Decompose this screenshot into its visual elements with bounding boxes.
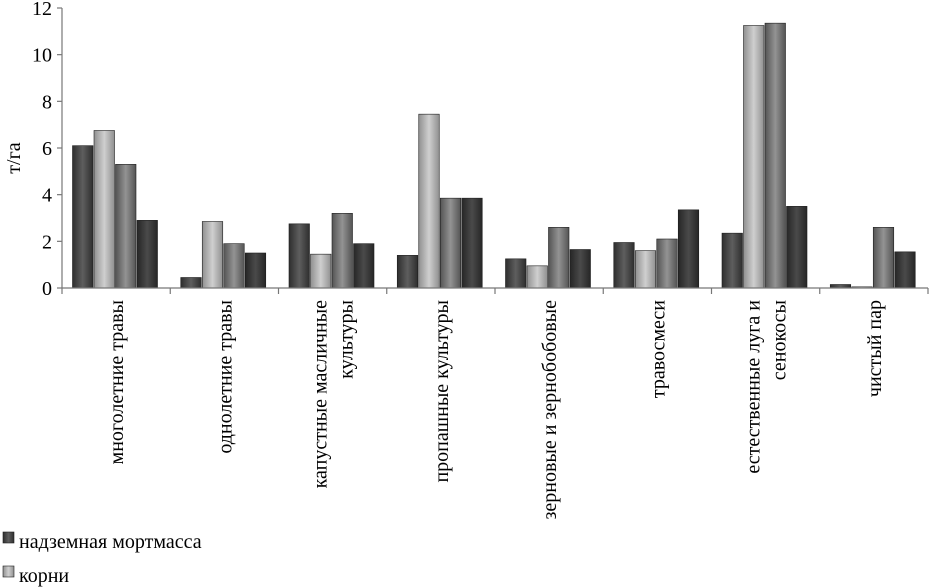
bar <box>136 220 158 289</box>
y-tick-label: 4 <box>42 185 52 207</box>
x-category-label: капустные масличные культуры <box>310 300 358 489</box>
y-tick-label: 6 <box>42 138 52 160</box>
legend-label: корни <box>19 565 69 587</box>
legend-swatch <box>2 565 15 578</box>
bar <box>613 242 635 289</box>
bar <box>244 252 267 289</box>
x-category-label: пропашные культуры <box>431 300 453 483</box>
bar <box>872 227 895 289</box>
bar <box>310 253 332 289</box>
bar <box>505 258 527 289</box>
bar <box>764 22 786 289</box>
x-category-label: однолетние травы <box>214 300 236 454</box>
bar <box>418 113 440 289</box>
bar <box>288 223 310 289</box>
bar <box>180 277 202 289</box>
bar <box>894 251 916 289</box>
bar <box>72 145 94 289</box>
bar <box>677 209 700 289</box>
y-axis-label: т/га <box>3 142 25 174</box>
bar <box>115 164 137 289</box>
x-category-label: чистый пар <box>864 300 886 397</box>
x-category-label: естественные луга и сенокосы <box>743 300 791 474</box>
bar <box>93 130 115 289</box>
y-tick-label: 2 <box>42 231 52 253</box>
bar <box>461 197 483 289</box>
bar <box>548 227 570 289</box>
y-tick-label: 10 <box>32 45 52 67</box>
bar <box>634 250 657 289</box>
bar <box>223 243 245 289</box>
y-tick-label: 8 <box>42 91 52 113</box>
y-tick-label: 0 <box>42 278 52 300</box>
bar <box>201 221 224 289</box>
bar <box>353 243 375 289</box>
x-category-label: травосмеси <box>647 300 669 398</box>
bar <box>721 232 743 289</box>
y-tick-label: 12 <box>32 0 52 20</box>
legend-swatch <box>2 531 15 544</box>
bar <box>396 255 419 289</box>
x-category-label: зерновые и зернобобовые <box>539 300 561 520</box>
bar <box>526 265 548 289</box>
bar <box>743 25 765 289</box>
legend-label: надземная мортмасса <box>19 531 202 553</box>
bar <box>656 238 678 289</box>
x-category-label: многолетние травы <box>106 300 128 464</box>
bar <box>786 206 808 289</box>
bar <box>331 213 353 289</box>
bar <box>569 249 591 289</box>
bar <box>439 197 462 289</box>
